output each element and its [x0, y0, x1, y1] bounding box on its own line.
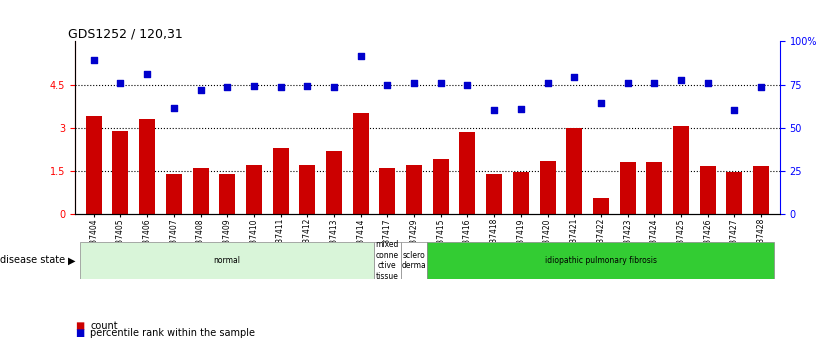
Point: [327, 85, 340, 90]
Point: [755, 85, 768, 90]
Text: ■: ■: [75, 321, 84, 331]
Bar: [139, 119, 155, 214]
Point: [274, 85, 287, 90]
Bar: [593, 198, 609, 214]
Text: sclero
derma: sclero derma: [402, 251, 426, 270]
Text: ▶: ▶: [68, 256, 76, 265]
Point: [247, 83, 260, 89]
Bar: [246, 165, 262, 214]
Bar: [166, 174, 182, 214]
Point: [300, 83, 314, 89]
Bar: [353, 113, 369, 214]
Point: [461, 82, 475, 87]
Point: [541, 80, 555, 86]
Bar: [700, 167, 716, 214]
Bar: [486, 174, 502, 214]
Text: count: count: [90, 321, 118, 331]
Bar: [113, 130, 128, 214]
Bar: [299, 165, 315, 214]
Bar: [406, 165, 422, 214]
Bar: [193, 168, 208, 214]
Point: [728, 108, 741, 113]
Point: [675, 77, 688, 83]
Bar: [673, 126, 689, 214]
Bar: [646, 162, 662, 214]
Bar: [460, 132, 475, 214]
Bar: [219, 174, 235, 214]
Bar: [428, 241, 775, 279]
Point: [140, 72, 153, 77]
Bar: [540, 161, 555, 214]
Point: [220, 85, 234, 90]
Bar: [273, 148, 289, 214]
Point: [354, 53, 367, 59]
Bar: [379, 168, 395, 214]
Point: [648, 80, 661, 86]
Point: [701, 80, 715, 86]
Point: [488, 108, 501, 113]
Point: [113, 80, 127, 86]
Point: [515, 106, 528, 112]
Point: [87, 57, 100, 63]
Point: [193, 88, 207, 93]
Point: [435, 80, 448, 86]
Point: [568, 75, 581, 80]
Point: [621, 80, 635, 86]
Bar: [513, 172, 529, 214]
Text: ■: ■: [75, 328, 84, 338]
Text: GDS1252 / 120,31: GDS1252 / 120,31: [68, 27, 183, 40]
Bar: [620, 162, 636, 214]
Text: normal: normal: [214, 256, 241, 265]
Text: idiopathic pulmonary fibrosis: idiopathic pulmonary fibrosis: [545, 256, 657, 265]
Bar: [374, 241, 400, 279]
Bar: [86, 116, 102, 214]
Text: disease state: disease state: [0, 256, 65, 265]
Text: mixed
conne
ctive
tissue: mixed conne ctive tissue: [375, 240, 399, 280]
Bar: [566, 128, 582, 214]
Text: percentile rank within the sample: percentile rank within the sample: [90, 328, 255, 338]
Bar: [326, 151, 342, 214]
Bar: [753, 167, 769, 214]
Point: [167, 105, 180, 110]
Bar: [80, 241, 374, 279]
Bar: [400, 241, 427, 279]
Bar: [433, 159, 449, 214]
Point: [380, 82, 394, 87]
Point: [595, 100, 608, 106]
Point: [407, 80, 420, 86]
Bar: [726, 172, 742, 214]
